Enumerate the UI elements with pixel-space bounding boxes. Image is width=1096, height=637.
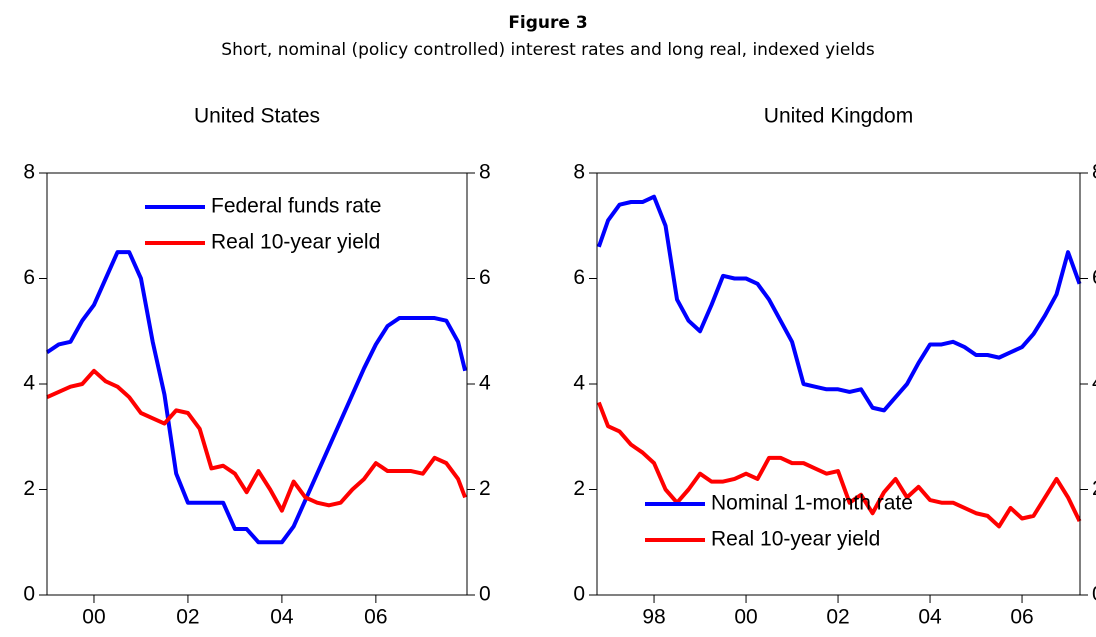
series-line bbox=[46, 368, 467, 513]
y2-tick-label: 4 bbox=[479, 372, 491, 395]
x-tick-label: 06 bbox=[1010, 606, 1033, 629]
x-tick-label: 98 bbox=[642, 606, 665, 629]
y-tick-label: 6 bbox=[573, 266, 585, 289]
y-tick-label: 2 bbox=[23, 477, 35, 500]
y2-tick-label: 8 bbox=[479, 161, 491, 184]
legend-label: Real 10-year yield bbox=[711, 528, 880, 551]
y2-tick-label: 0 bbox=[479, 583, 491, 606]
series-line bbox=[596, 194, 1082, 413]
figure-subtitle: Short, nominal (policy controlled) inter… bbox=[221, 40, 875, 60]
y2-tick-label: 6 bbox=[479, 266, 491, 289]
legend-label: Nominal 1-month rate bbox=[711, 492, 913, 515]
y-tick-label: 2 bbox=[573, 477, 585, 500]
y-tick-label: 0 bbox=[23, 583, 35, 606]
plot-frame bbox=[596, 172, 1081, 596]
legend-label: Federal funds rate bbox=[211, 195, 381, 218]
figure-title: Figure 3 bbox=[508, 13, 587, 33]
y-tick-label: 4 bbox=[573, 372, 585, 395]
legend-label: Real 10-year yield bbox=[211, 231, 380, 254]
plot-frame bbox=[46, 172, 468, 596]
y2-tick-label: 6 bbox=[1092, 266, 1096, 289]
y-tick-label: 0 bbox=[573, 583, 585, 606]
y-tick-label: 6 bbox=[23, 266, 35, 289]
y2-tick-label: 2 bbox=[1092, 477, 1096, 500]
x-tick-label: 04 bbox=[270, 606, 294, 629]
panel-title: United Kingdom bbox=[764, 105, 913, 128]
y-tick-label: 8 bbox=[23, 161, 35, 184]
y2-tick-label: 2 bbox=[479, 477, 491, 500]
x-tick-label: 02 bbox=[176, 606, 199, 629]
x-tick-label: 06 bbox=[364, 606, 387, 629]
panel-title: United States bbox=[194, 105, 320, 128]
y2-tick-label: 0 bbox=[1092, 583, 1096, 606]
y-tick-label: 4 bbox=[23, 372, 35, 395]
x-tick-label: 00 bbox=[82, 606, 105, 629]
x-tick-label: 04 bbox=[918, 606, 942, 629]
x-tick-label: 02 bbox=[826, 606, 849, 629]
x-tick-label: 00 bbox=[734, 606, 757, 629]
series-line bbox=[45, 250, 468, 545]
y2-tick-label: 4 bbox=[1092, 372, 1096, 395]
y2-tick-label: 8 bbox=[1092, 161, 1096, 184]
y-tick-label: 8 bbox=[573, 161, 585, 184]
